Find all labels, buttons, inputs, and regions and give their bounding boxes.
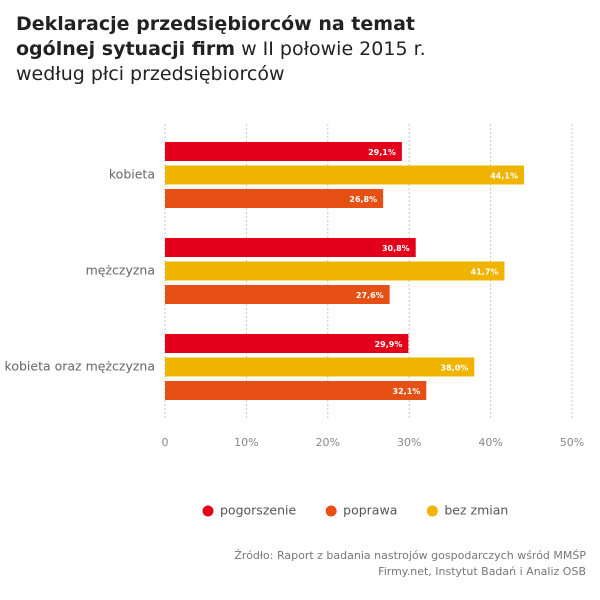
source-line: Firmy.net, Instytut Badań i Analiz OSB [378,565,586,578]
bar [165,142,402,161]
legend-label: pogorszenie [220,503,296,518]
bar [165,285,390,304]
legend-swatch [201,504,215,518]
value-label: 27,6% [356,291,384,300]
value-label: 29,9% [375,340,403,349]
bar [165,238,416,257]
y-tick-label: kobieta oraz mężczyzna [5,359,155,374]
bar [165,261,505,281]
bar [165,381,427,400]
value-label: 32,1% [393,387,421,396]
value-label: 38,0% [441,364,469,373]
x-tick-label: 20% [316,436,340,449]
title-bold: Deklaracje przedsiębiorców na temat ogól… [16,13,415,60]
value-label: 44,1% [490,172,518,181]
bar [165,357,475,377]
chart-title: Deklaracje przedsiębiorców na temat ogól… [16,12,496,87]
bar [165,189,384,208]
y-tick-label: kobieta [109,167,155,182]
y-tick-label: mężczyzna [86,263,155,278]
x-tick-label: 30% [397,436,421,449]
value-label: 29,1% [368,148,396,157]
legend-swatch [425,504,439,518]
source-line: Źródło: Raport z badania nastrojów gospo… [234,549,586,562]
legend-label: poprawa [343,503,397,518]
x-tick-label: 0 [162,436,169,449]
value-label: 26,8% [349,195,377,204]
legend-label: bez zmian [444,503,508,518]
x-tick-label: 40% [478,436,502,449]
bar [165,334,409,353]
bar [165,165,524,185]
value-label: 41,7% [471,268,499,277]
x-tick-label: 50% [560,436,584,449]
legend-swatch [324,504,338,518]
x-tick-label: 10% [234,436,258,449]
title-rest: w II połowie 2015 r. według płci przedsi… [16,38,426,85]
value-label: 30,8% [382,244,410,253]
